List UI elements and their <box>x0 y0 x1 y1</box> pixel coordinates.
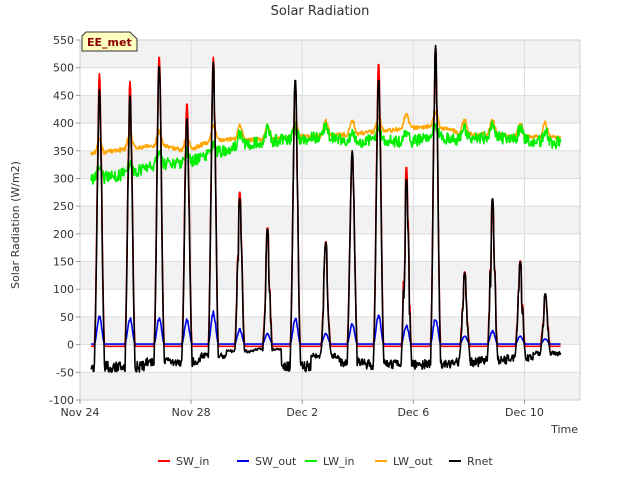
x-tick-label: Dec 10 <box>505 406 544 419</box>
x-tick-label: Nov 24 <box>61 406 100 419</box>
series-lw-out <box>90 110 562 156</box>
y-tick-label: 0 <box>67 339 74 352</box>
series-lw-in <box>90 120 562 185</box>
series-sw-out <box>90 310 561 345</box>
y-tick-label: 150 <box>53 256 74 269</box>
x-axis-ticks: Nov 24 Nov 28 Dec 2 Dec 6 Dec 10 <box>61 400 544 419</box>
y-tick-label: 450 <box>53 89 74 102</box>
y-tick-label: 500 <box>53 62 74 75</box>
site-badge-label: EE_met <box>87 36 132 49</box>
site-badge-box <box>81 31 138 52</box>
y-axis-ticks: -100 -50 0 50 100 150 200 250 300 350 400 450 500 550 <box>49 34 80 407</box>
y-tick-label: -100 <box>49 394 74 407</box>
y-tick-label: 100 <box>53 283 74 296</box>
legend-label-sw-out: SW_out <box>255 455 297 468</box>
plot-frame <box>79 39 581 401</box>
series-lines <box>90 44 562 373</box>
band <box>80 150 580 179</box>
series-rnet <box>90 44 562 373</box>
x-axis-label: Time <box>550 423 578 436</box>
y-tick-label: 400 <box>53 117 74 130</box>
legend-label-lw-out: LW_out <box>393 455 433 468</box>
y-tick-label: 300 <box>53 172 74 185</box>
band <box>80 95 580 124</box>
legend-label-rnet: Rnet <box>467 455 493 468</box>
y-tick-label: 200 <box>53 228 74 241</box>
band <box>80 40 580 68</box>
legend: SW_in SW_out LW_in LW_out Rnet <box>158 455 493 468</box>
series-sw-in <box>90 46 561 348</box>
chart-title: Solar Radiation <box>271 4 370 19</box>
y-tick-label: 350 <box>53 145 74 158</box>
band <box>80 206 580 234</box>
x-tick-label: Dec 2 <box>286 406 318 419</box>
y-tick-label: 50 <box>60 311 74 324</box>
y-axis-label: Solar Radiation (W/m2) <box>9 161 22 289</box>
site-badge: EE_met <box>81 31 138 52</box>
y-tick-label: 250 <box>53 200 74 213</box>
x-tick-label: Dec 6 <box>397 406 429 419</box>
legend-label-lw-in: LW_in <box>323 455 355 468</box>
band <box>80 372 580 400</box>
axes <box>79 39 581 401</box>
y-tick-label: -50 <box>56 366 74 379</box>
legend-label-sw-in: SW_in <box>176 455 209 468</box>
x-tick-label: Nov 28 <box>172 406 211 419</box>
y-tick-label: 550 <box>53 34 74 47</box>
